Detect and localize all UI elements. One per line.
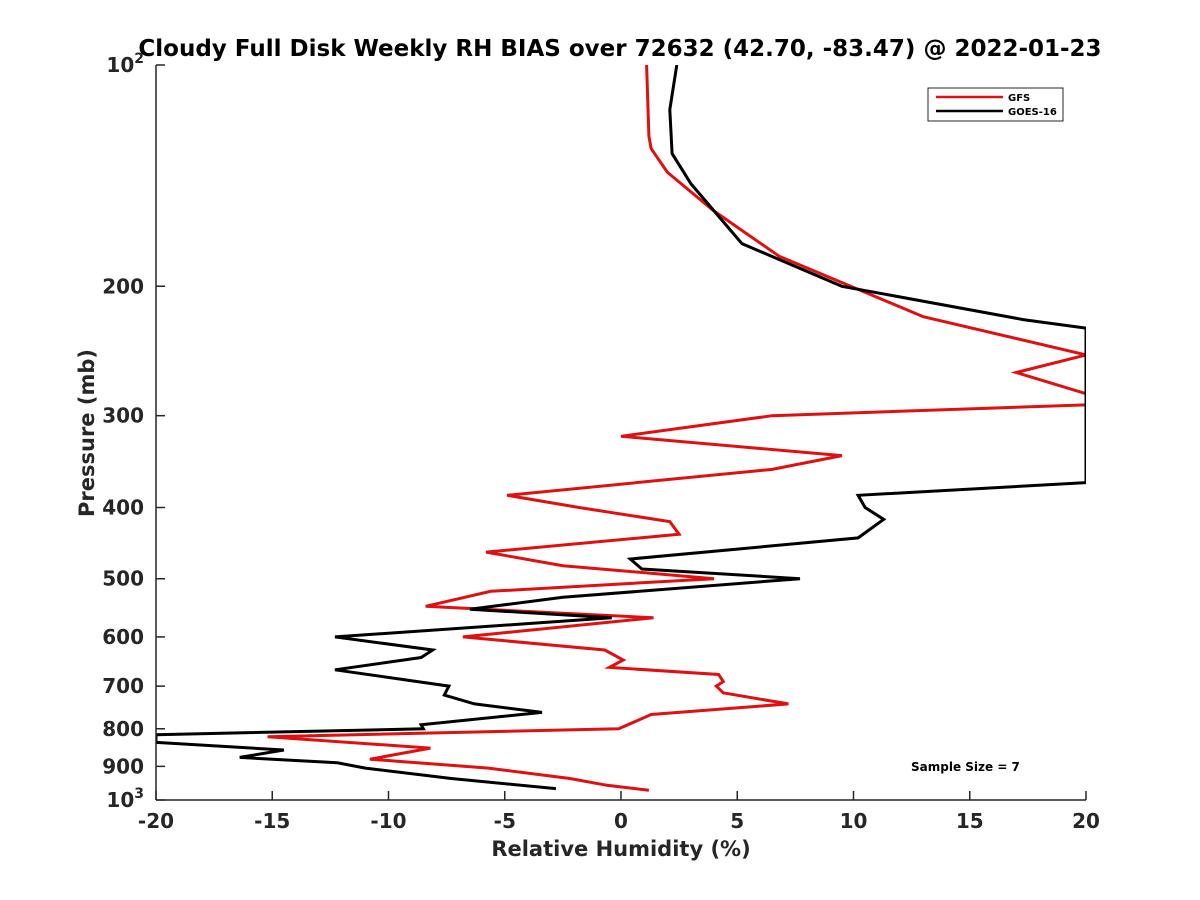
- plot-background: [156, 65, 1086, 800]
- y-tick-label: 200: [102, 274, 144, 298]
- legend-label-goes16: GOES-16: [1008, 107, 1057, 118]
- legend-box: [927, 87, 1064, 122]
- y-tick-label: 800: [102, 717, 144, 741]
- x-tick-label: -20: [138, 809, 174, 833]
- x-tick-label: 0: [614, 809, 628, 833]
- y-tick-label: 102: [106, 51, 144, 77]
- y-tick-label: 700: [102, 674, 144, 698]
- x-tick-label: 15: [956, 809, 984, 833]
- x-tick-label: -15: [254, 809, 290, 833]
- legend: GFS GOES-16: [927, 87, 1064, 122]
- x-tick-label: -10: [370, 809, 406, 833]
- y-tick-label: 500: [102, 567, 144, 591]
- y-tick-label: 600: [102, 625, 144, 649]
- series-layer: [156, 65, 1086, 792]
- x-tick-label: 10: [840, 809, 868, 833]
- chart-title: Cloudy Full Disk Weekly RH BIAS over 726…: [138, 36, 1101, 62]
- y-axis-label: Pressure (mb): [75, 349, 99, 517]
- series-line-gfs: [267, 65, 1086, 792]
- y-tick-label: 900: [102, 754, 144, 778]
- y-tick-label: 103: [106, 786, 144, 812]
- y-tick-label: 400: [102, 496, 144, 520]
- x-axis-ticks: -20 -15 -10 -5 0 5 10 15 20: [138, 791, 1100, 833]
- sample-size-annotation: Sample Size = 7: [911, 760, 1020, 774]
- y-axis-ticks: 102 200 300 400 500 600 700 800 900 103: [102, 51, 165, 812]
- x-tick-label: -5: [494, 809, 516, 833]
- y-tick-label: 300: [102, 404, 144, 428]
- x-tick-label: 20: [1072, 809, 1100, 833]
- series-line-goes16: [156, 65, 1086, 791]
- x-tick-label: 5: [730, 809, 744, 833]
- plot-area: -20 -15 -10 -5 0 5 10 15 20 102 200 300 400 500 600 70…: [102, 51, 1100, 833]
- x-axis-label: Relative Humidity (%): [491, 837, 750, 861]
- legend-label-gfs: GFS: [1008, 93, 1030, 104]
